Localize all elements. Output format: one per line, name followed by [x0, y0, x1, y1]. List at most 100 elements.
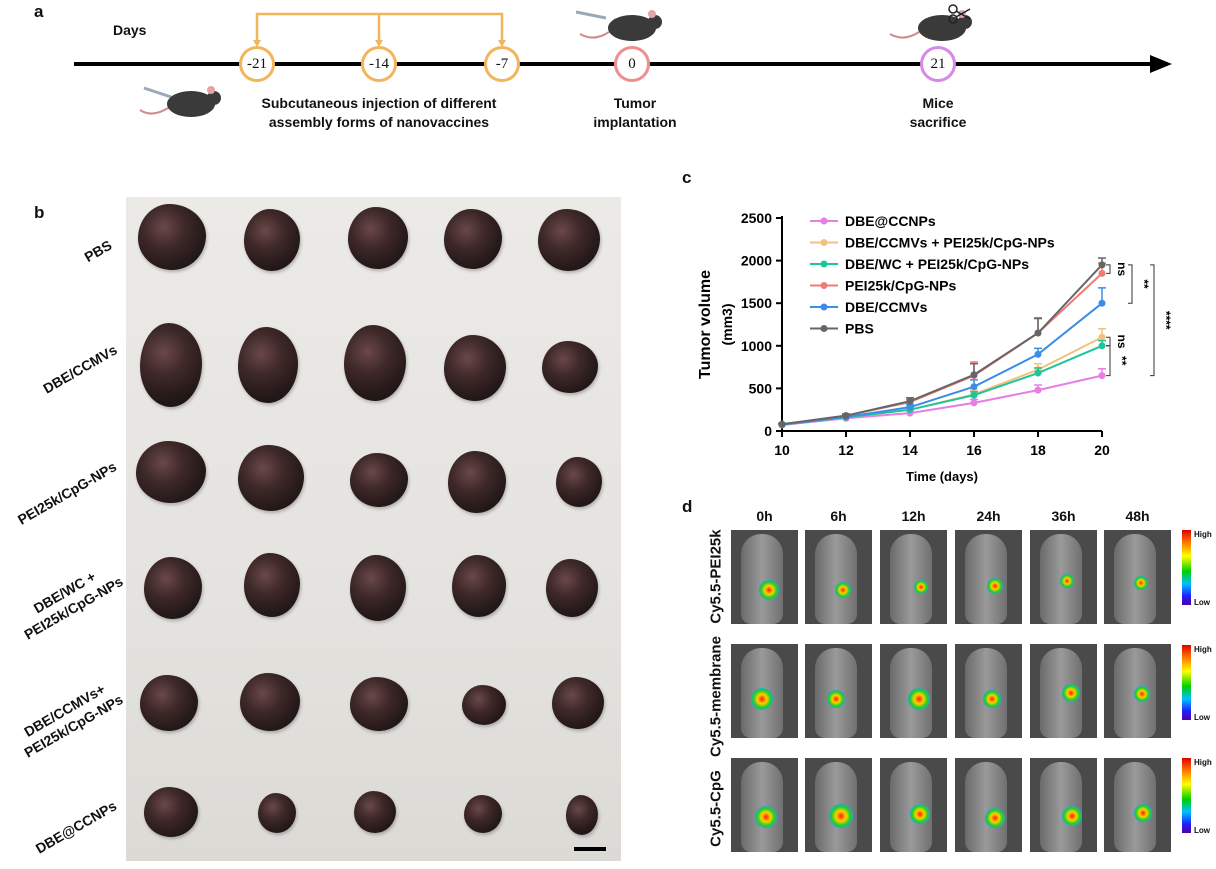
significance-label: ns: [1115, 335, 1129, 349]
fluorescence-signal: [751, 688, 773, 710]
tumor: [444, 209, 502, 269]
data-point: [778, 420, 786, 428]
colorbar-high-label: High: [1194, 758, 1212, 767]
sacrifice-label-line2: sacrifice: [909, 114, 967, 130]
mouse-icon: [139, 86, 221, 117]
timepoint-circle: -14: [361, 46, 397, 82]
row-title-cy55-pei25k: Cy5.5-PEI25k: [707, 529, 725, 624]
imaging-tile: [731, 644, 798, 738]
tumor-volume-chart: 0 500 1000 1500 2000 2500 10 12 14 16 18 20 Time (da…: [697, 210, 1173, 484]
time-label-24h: 24h: [976, 508, 1001, 524]
imaging-tile: [731, 530, 798, 624]
x-tick-label: 20: [1094, 442, 1110, 458]
timepoint-circle: 0: [614, 46, 650, 82]
colorbar: [1182, 530, 1191, 605]
legend-marker: [820, 260, 828, 268]
legend-label: DBE/CCMVs: [845, 299, 928, 315]
tumor: [546, 559, 598, 617]
timepoint-circle: -21: [239, 46, 275, 82]
colorbar: [1182, 645, 1191, 720]
data-point: [1098, 372, 1106, 380]
time-label-6h: 6h: [830, 508, 847, 524]
y-tick-label: 2500: [741, 210, 772, 226]
row-label-pei25k: PEI25k/CpG-NPs: [14, 458, 120, 528]
tumor: [238, 327, 298, 403]
legend-marker: [820, 303, 828, 311]
imaging-tile: [1030, 530, 1097, 624]
fluorescence-signal: [759, 580, 779, 600]
significance-label: **: [1137, 279, 1151, 289]
legend-marker: [820, 282, 828, 289]
data-point: [906, 403, 914, 411]
row-label-pbs: PBS: [81, 236, 115, 266]
significance-bracket: [1150, 264, 1155, 377]
tumor-label-line2: implantation: [593, 114, 677, 130]
legend-label: DBE@CCNPs: [845, 213, 936, 229]
fluorescence-signal: [914, 580, 928, 594]
legend-marker: [820, 239, 828, 246]
row-title-cy55-cpg: Cy5.5-CpG: [707, 770, 725, 847]
y-axis-unit: (mm3): [719, 303, 735, 345]
legend-label: DBE/CCMVs + PEI25k/CpG-NPs: [845, 235, 1055, 251]
fluorescence-signal: [827, 690, 845, 708]
x-tick-label: 10: [774, 442, 790, 458]
tumor-implant-label: Tumor implantation: [580, 94, 690, 132]
tumor: [244, 209, 300, 271]
significance-label: **: [1115, 356, 1129, 366]
fluorescence-signal: [983, 690, 1001, 708]
y-axis-label: Tumor volume: [697, 270, 714, 379]
significance-bracket: [1106, 345, 1111, 377]
y-tick-label: 2000: [741, 253, 772, 269]
row-label-dbe-ccnps: DBE@CCNPs: [32, 797, 120, 857]
imaging-tile: [955, 530, 1022, 624]
tumor: [444, 335, 506, 401]
time-label-36h: 36h: [1051, 508, 1076, 524]
injection-label: Subcutaneous injection of different asse…: [234, 94, 524, 132]
x-tick-label: 16: [966, 442, 982, 458]
tumor: [348, 207, 408, 269]
imaging-tile: [731, 758, 798, 852]
fluorescence-signal: [1134, 804, 1152, 822]
mouse-silhouette: [815, 534, 857, 624]
significance-bracket: [1128, 264, 1133, 304]
panel-d-letter: d: [682, 497, 693, 516]
fluorescence-signal: [829, 804, 853, 828]
row-label-dbe-ccmvs-pei: DBE/CCMVs+ PEI25k/CpG-NPs: [4, 670, 135, 766]
imaging-tile: [880, 644, 947, 738]
tumor: [552, 677, 604, 729]
mouse-silhouette: [965, 534, 1007, 624]
sacrifice-label-line1: Mice: [922, 95, 954, 111]
data-point: [970, 371, 978, 379]
mouse-silhouette: [890, 534, 932, 624]
time-label-48h: 48h: [1125, 508, 1150, 524]
row-label-dbe-wc: DBE/WC + PEI25k/CpG-NPs: [4, 552, 135, 648]
time-label-12h: 12h: [901, 508, 926, 524]
colorbar: [1182, 758, 1191, 833]
tumor: [462, 685, 506, 725]
tumor: [448, 451, 506, 513]
tumor: [244, 553, 300, 617]
imaging-tile: [1104, 644, 1171, 738]
imaging-tile: [805, 644, 872, 738]
data-point: [1098, 299, 1106, 307]
colorbar-high-label: High: [1194, 530, 1212, 539]
fluorescence-signal: [1062, 806, 1082, 826]
legend-marker: [820, 325, 828, 332]
row-title-cy55-membrane: Cy5.5-membrane: [707, 636, 725, 757]
tumor: [354, 791, 396, 833]
panel-b-letter: b: [34, 203, 45, 222]
tumor: [136, 441, 206, 503]
tumor: [138, 204, 206, 270]
data-point: [970, 383, 978, 391]
injection-label-line1: Subcutaneous injection of different: [261, 95, 497, 111]
series-line: [781, 336, 1103, 426]
fluorescence-signal: [910, 804, 930, 824]
imaging-tile: [805, 530, 872, 624]
legend-label: PEI25k/CpG-NPs: [845, 278, 956, 294]
scissors-icon: [948, 4, 971, 24]
timepoint-circle: -7: [484, 46, 520, 82]
colorbar-low-label: Low: [1194, 713, 1210, 722]
fluorescence-signal: [908, 688, 930, 710]
tumor: [350, 677, 408, 731]
imaging-tile: [880, 758, 947, 852]
